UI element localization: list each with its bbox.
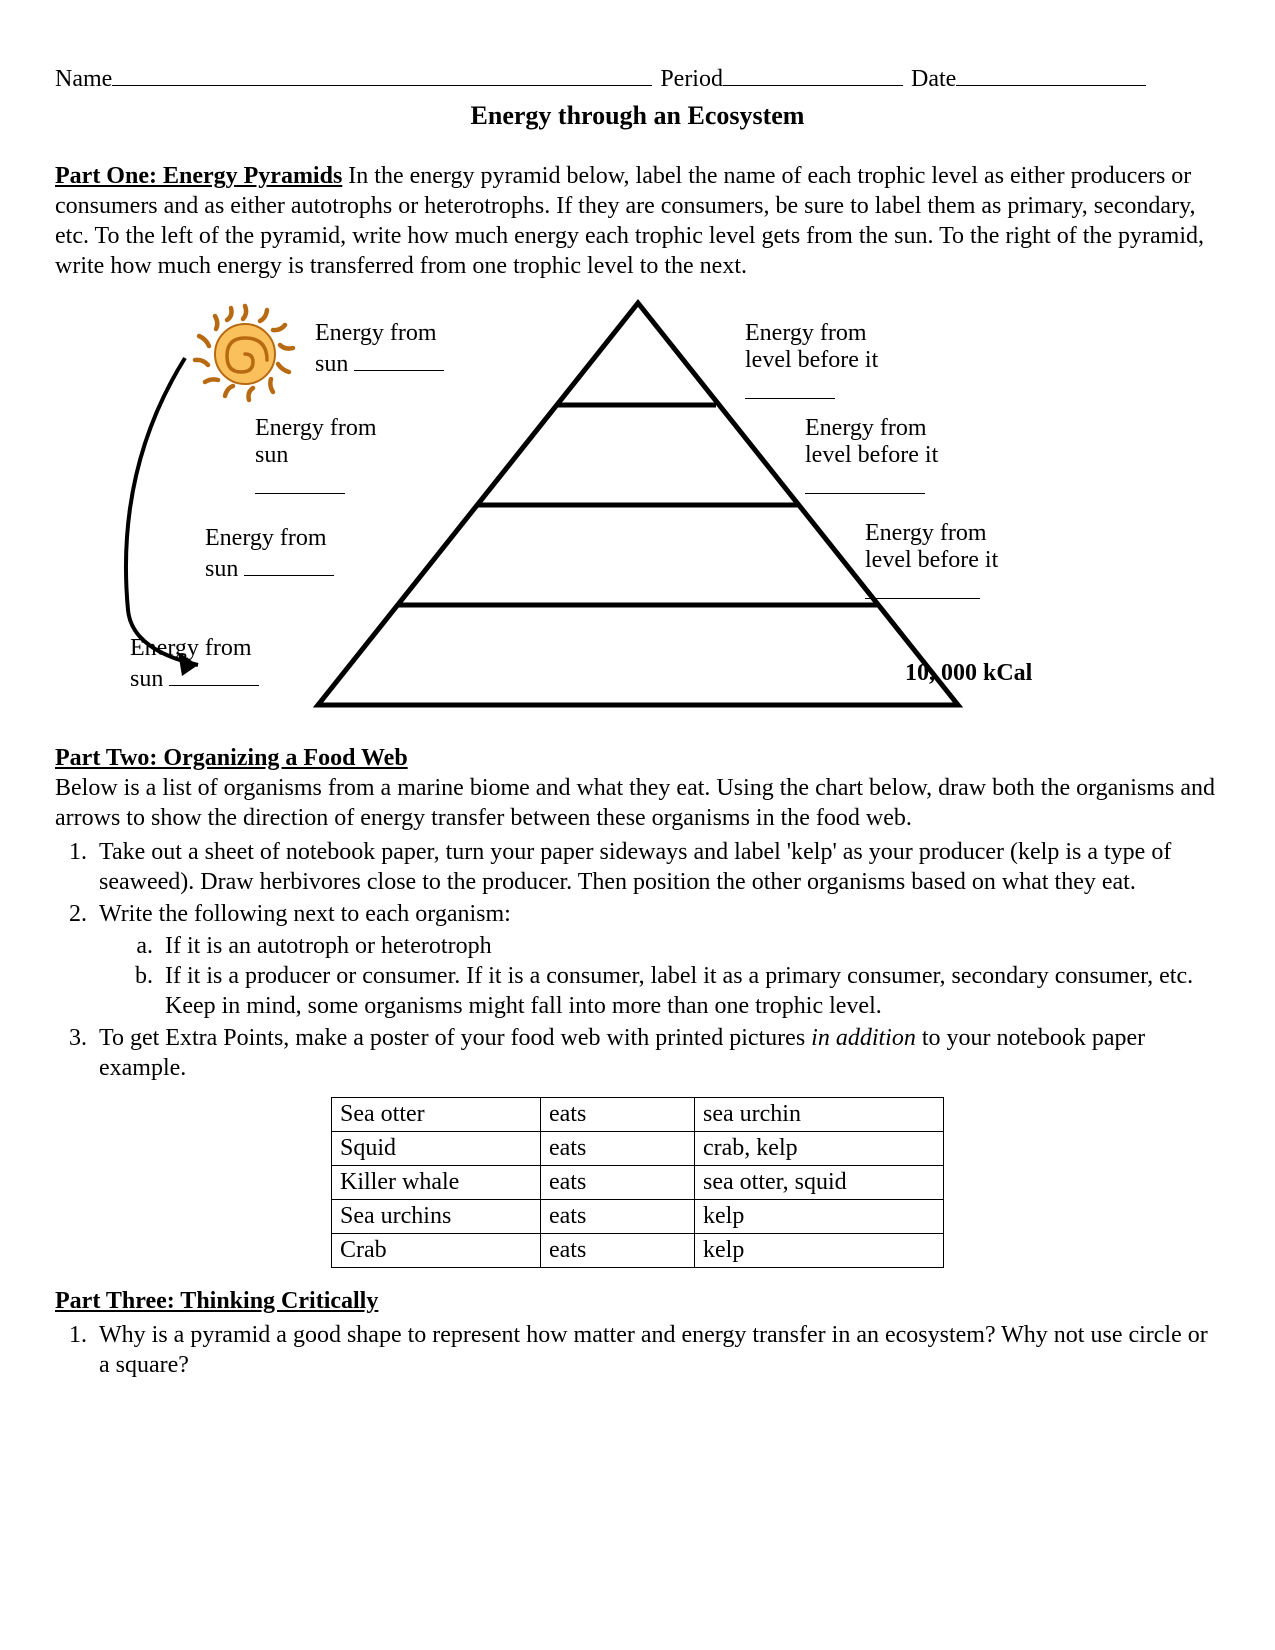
part2-step-1: Take out a sheet of notebook paper, turn…: [93, 837, 1220, 897]
blank[interactable]: [244, 552, 334, 576]
part3-heading: Part Three: Thinking Critically: [55, 1286, 1220, 1316]
name-label: Name: [55, 64, 112, 94]
table-cell: crab, kelp: [695, 1131, 944, 1165]
part2-step-2: Write the following next to each organis…: [93, 899, 1220, 1021]
part2-intro: Below is a list of organisms from a mari…: [55, 773, 1220, 833]
food-web-table: Sea ottereatssea urchinSquideatscrab, ke…: [331, 1097, 944, 1268]
left-label-3: Energy from sun: [255, 415, 377, 502]
blank[interactable]: [169, 662, 259, 686]
table-cell: Sea urchins: [332, 1199, 541, 1233]
worksheet-title: Energy through an Ecosystem: [55, 100, 1220, 133]
period-label: Period: [660, 64, 723, 94]
left-label-1: Energy from sun: [130, 635, 259, 694]
table-cell: Killer whale: [332, 1165, 541, 1199]
table-row: Crabeatskelp: [332, 1233, 944, 1267]
table-cell: Squid: [332, 1131, 541, 1165]
energy-pyramid-diagram: Energy from sun Energy from sun Energy f…: [55, 295, 1220, 725]
blank[interactable]: [354, 347, 444, 371]
blank[interactable]: [805, 470, 925, 494]
date-label: Date: [911, 64, 956, 94]
blank[interactable]: [745, 375, 835, 399]
right-label-3: Energy from level before it: [805, 415, 938, 502]
table-cell: eats: [541, 1097, 695, 1131]
table-cell: sea otter, squid: [695, 1165, 944, 1199]
table-cell: Sea otter: [332, 1097, 541, 1131]
table-cell: Crab: [332, 1233, 541, 1267]
part1-block: Part One: Energy Pyramids In the energy …: [55, 161, 1220, 281]
energy-flow-arrow: [110, 350, 230, 680]
right-label-2: Energy from level before it: [865, 520, 998, 607]
blank[interactable]: [255, 470, 345, 494]
period-blank[interactable]: [723, 60, 903, 86]
part2-substep-b: If it is a producer or consumer. If it i…: [159, 961, 1220, 1021]
part2-substeps: If it is an autotroph or heterotroph If …: [99, 931, 1220, 1021]
table-cell: eats: [541, 1233, 695, 1267]
left-label-4: Energy from sun: [315, 320, 444, 379]
table-cell: eats: [541, 1131, 695, 1165]
part2-step-3: To get Extra Points, make a poster of yo…: [93, 1023, 1220, 1083]
blank[interactable]: [865, 575, 980, 599]
part2-block: Part Two: Organizing a Food Web Below is…: [55, 743, 1220, 1083]
right-label-4: Energy from level before it: [745, 320, 878, 407]
date-blank[interactable]: [956, 60, 1146, 86]
part2-heading: Part Two: Organizing a Food Web: [55, 743, 1220, 773]
part3-questions: Why is a pyramid a good shape to represe…: [55, 1320, 1220, 1380]
table-row: Sea urchinseatskelp: [332, 1199, 944, 1233]
header-fields: Name Period Date: [55, 60, 1220, 94]
table-cell: eats: [541, 1165, 695, 1199]
part2-substep-a: If it is an autotroph or heterotroph: [159, 931, 1220, 961]
table-row: Squideatscrab, kelp: [332, 1131, 944, 1165]
worksheet-page: Name Period Date Energy through an Ecosy…: [0, 0, 1275, 1650]
part1-heading: Part One: Energy Pyramids: [55, 163, 342, 189]
table-row: Sea ottereatssea urchin: [332, 1097, 944, 1131]
part2-steps: Take out a sheet of notebook paper, turn…: [55, 837, 1220, 1083]
part3-block: Part Three: Thinking Critically Why is a…: [55, 1286, 1220, 1380]
part3-q1: Why is a pyramid a good shape to represe…: [93, 1320, 1220, 1380]
table-cell: eats: [541, 1199, 695, 1233]
base-energy-value: 10, 000 kCal: [905, 660, 1032, 688]
table-cell: sea urchin: [695, 1097, 944, 1131]
table-cell: kelp: [695, 1233, 944, 1267]
table-cell: kelp: [695, 1199, 944, 1233]
left-label-2: Energy from sun: [205, 525, 334, 584]
name-blank[interactable]: [112, 60, 652, 86]
table-row: Killer whaleeatssea otter, squid: [332, 1165, 944, 1199]
